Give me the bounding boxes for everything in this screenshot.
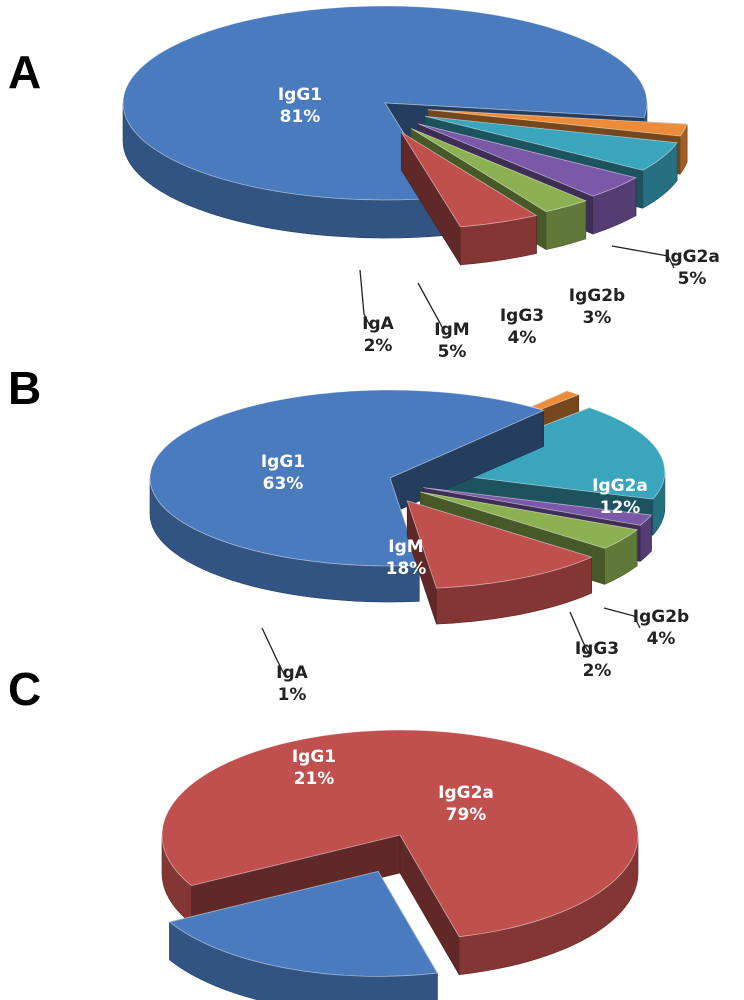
panel-a-slice-igg2a <box>401 131 538 266</box>
panel-a-label-igg2a-pct: 5% <box>678 269 707 289</box>
panel-a-slice-igg3-top <box>418 123 638 197</box>
panel-b-slice-igg3-top <box>423 487 653 526</box>
panel-b-label-iga-pct: 1% <box>278 685 307 705</box>
panel-a-label-iga-leader-line <box>359 269 371 327</box>
panel-a-pie-sides <box>122 5 688 266</box>
panel-b-label-igg2b-name: IgG2b <box>633 607 689 627</box>
panel-c-label-igg1-pct: 21% <box>294 769 335 789</box>
panel-b-label-igm-name: IgM <box>388 537 423 557</box>
panel-b-label-igg2b-pct: 4% <box>647 629 676 649</box>
panel-a-letter: A <box>8 46 41 98</box>
panel-b-label-igg2a-pct: 12% <box>600 498 641 518</box>
panel-b-slice-igg2a <box>406 500 593 625</box>
panel-c-label-igg2a-name: IgG2a <box>438 783 494 803</box>
panel-b-label-igm-pct: 18% <box>386 559 427 579</box>
panel-a-label-igg2a-leader-line <box>611 245 675 269</box>
panel-a-slice-igg1-top <box>122 5 648 201</box>
panel-b-label-igg1-name: IgG1 <box>261 452 305 472</box>
panel-c-letter: C <box>8 663 41 715</box>
panel-b-label-igg1-pct: 63% <box>263 474 304 494</box>
panel-b-slice-igg2b-top <box>420 491 639 549</box>
panel-a-label-iga-pct: 2% <box>364 336 393 356</box>
panel-a-label-igg3-name: IgG3 <box>500 306 544 326</box>
panel-b-label-igg3-leader-line <box>569 611 590 655</box>
panel-b-letter: B <box>8 362 41 414</box>
panel-c-label-igg2a-pct: 79% <box>446 805 487 825</box>
panel-c-label-igg1-name: IgG1 <box>292 747 336 767</box>
panel-a-slice-iga-top <box>427 109 688 137</box>
panel-b-slice-igg1-top <box>149 389 545 567</box>
panel-a-slice-igg2b-top <box>410 128 587 213</box>
panel-c-slice-igg2a <box>161 729 639 976</box>
panel-b-pie-sides <box>149 389 666 625</box>
panel-a-label-igm-leader-line <box>417 282 447 336</box>
panel-a-slice-igg2a-top <box>401 132 538 228</box>
panel-c-slice-igg1 <box>168 870 438 1000</box>
panel-a-label-igm-pct: 5% <box>438 342 467 362</box>
panel-c-pie-sides <box>161 729 639 1000</box>
panel-b-label-igg3-name: IgG3 <box>575 639 619 659</box>
panel-b-label-igg2a-name: IgG2a <box>592 476 648 496</box>
panel-a-label-igg3-pct: 4% <box>508 328 537 348</box>
panel-b-label-igg2b-leader-line <box>603 607 641 629</box>
panel-b-label-iga-leader-line <box>261 627 285 675</box>
panel-a-label-igg1-name: IgG1 <box>278 85 322 105</box>
panel-a-label-igg1-pct: 81% <box>280 107 321 127</box>
panel-c-slice-igg1-top <box>168 870 438 977</box>
panel-b-label-igg3-pct: 2% <box>583 661 612 681</box>
panel-a-slice-igm-top <box>424 115 678 171</box>
panel-a-label-iga-name: IgA <box>362 314 394 334</box>
panel-a-label-igg2b-name: IgG2b <box>569 286 625 306</box>
panel-b-slice-igg2a-top <box>406 500 593 589</box>
panel-b-slice-igm-top <box>424 407 666 500</box>
panel-b-label-iga-name: IgA <box>276 663 308 683</box>
panel-c-slice-igg2a-top <box>161 729 639 938</box>
panel-a-label-igg2b-pct: 3% <box>583 308 612 328</box>
panel-a-label-igg2a-name: IgG2a <box>664 247 720 267</box>
panel-a-label-igm-name: IgM <box>434 320 469 340</box>
